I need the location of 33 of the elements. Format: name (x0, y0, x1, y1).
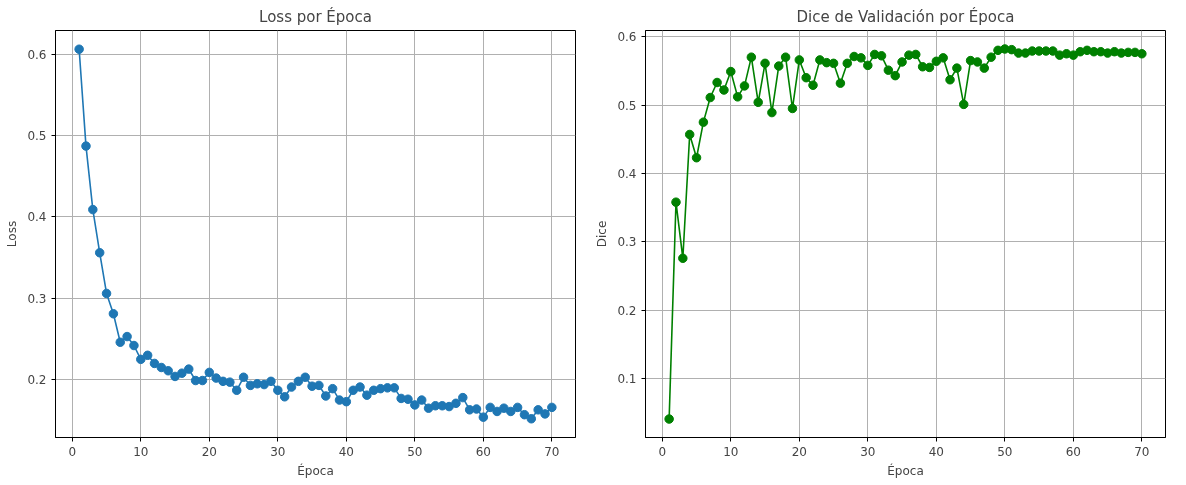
y-tick-label: 0.5 (27, 129, 47, 144)
x-tick-label: 0 (658, 444, 667, 459)
y-tick-label: 0.6 (617, 30, 637, 45)
x-tick-label: 30 (860, 444, 876, 459)
y-tick-label: 0.3 (27, 291, 47, 306)
x-tick-label: 60 (1065, 444, 1081, 459)
y-tick-label: 0.4 (27, 210, 47, 225)
x-tick-label: 0 (68, 444, 77, 459)
x-tick-label: 50 (997, 444, 1013, 459)
x-tick-label: 70 (544, 444, 560, 459)
chart-title: Loss por Época (259, 6, 372, 26)
y-tick-label: 0.2 (27, 373, 47, 388)
x-tick-label: 50 (407, 444, 423, 459)
y-tick-label: 0.6 (27, 47, 47, 62)
x-tick-label: 40 (338, 444, 354, 459)
y-tick-label: 0.2 (617, 303, 637, 318)
y-axis-title: Loss (5, 220, 20, 248)
y-tick-label: 0.5 (617, 98, 637, 113)
x-axis-title: Época (297, 462, 334, 478)
x-tick-label: 60 (475, 444, 491, 459)
x-tick-label: 20 (791, 444, 807, 459)
y-axis-title: Dice (595, 220, 610, 248)
y-tick-label: 0.3 (617, 235, 637, 250)
y-tick-label: 0.4 (617, 166, 637, 181)
chart-title: Dice de Validación por Época (796, 6, 1015, 26)
x-axis-title: Época (887, 462, 924, 478)
x-tick-label: 10 (723, 444, 739, 459)
y-tick-label: 0.1 (617, 372, 637, 387)
x-tick-label: 10 (133, 444, 149, 459)
x-tick-label: 30 (270, 444, 286, 459)
x-tick-label: 40 (928, 444, 944, 459)
x-tick-label: 70 (1134, 444, 1150, 459)
x-tick-label: 20 (201, 444, 217, 459)
